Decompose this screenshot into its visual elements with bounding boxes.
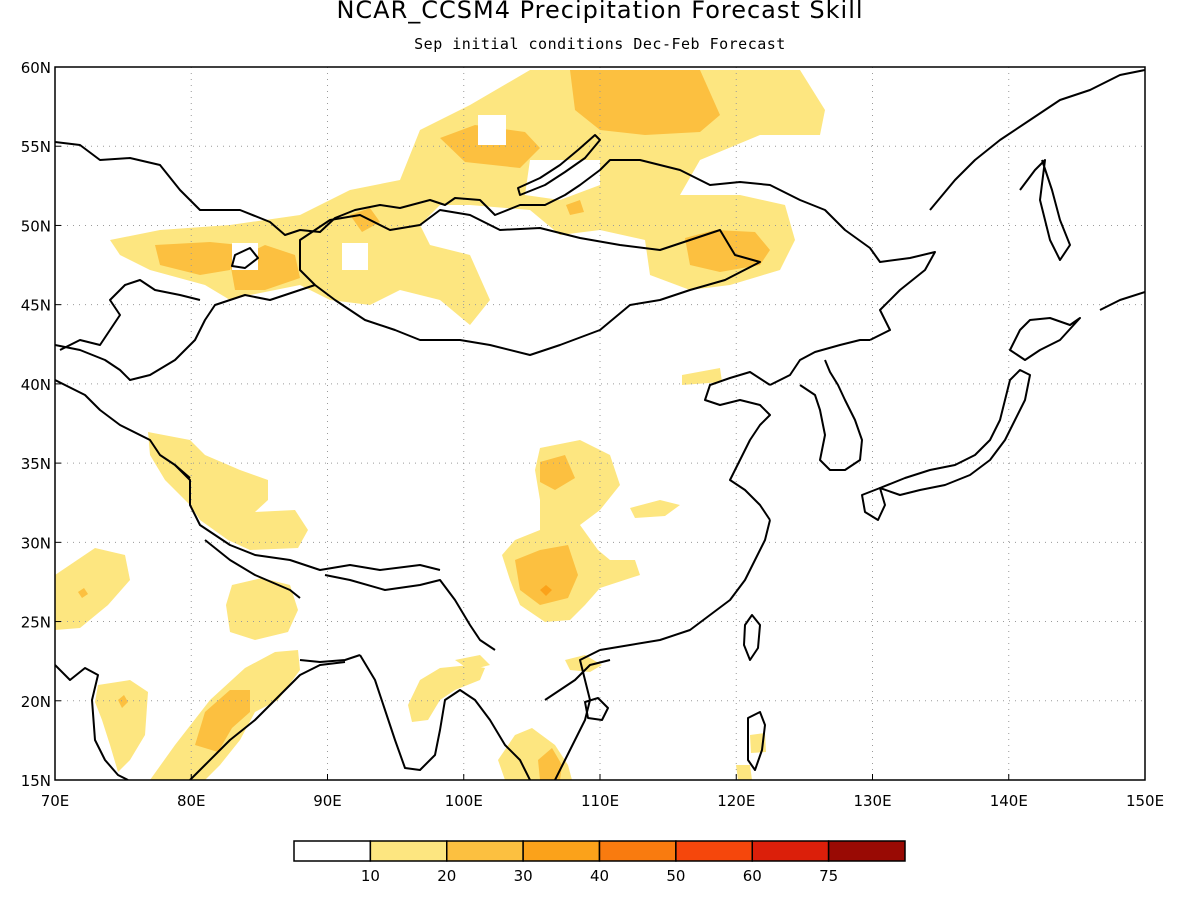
colorbar-swatch bbox=[369, 840, 448, 862]
longitude-labels: 70E 80E 90E 100E 110E 120E 130E 140E 150E bbox=[41, 774, 1164, 810]
coastline-korea bbox=[799, 359, 863, 471]
skill-region-central-china-mid bbox=[540, 455, 575, 490]
lat-tick-label: 20N bbox=[21, 693, 51, 711]
skill-region-north-china bbox=[682, 368, 722, 385]
coastline-kamchatka-stub bbox=[1099, 291, 1145, 311]
lat-tick-label: 35N bbox=[21, 455, 51, 473]
coastline-china-east bbox=[704, 371, 771, 521]
skill-region-indochina-mid bbox=[538, 748, 562, 780]
map-subtitle: Sep initial conditions Dec-Feb Forecast bbox=[414, 35, 786, 53]
skill-region-siberia-mid bbox=[570, 70, 720, 135]
lake-balkhash bbox=[231, 247, 259, 269]
lat-tick-label: 50N bbox=[21, 217, 51, 235]
coastline-japan-hokkaido bbox=[1009, 317, 1081, 361]
colorbar-swatch bbox=[522, 840, 601, 862]
skill-region-west-india-high bbox=[78, 588, 88, 598]
latitude-labels: 15N 20N 25N 30N 35N 40N 45N 50N 55N 60N bbox=[21, 59, 61, 790]
colorbar-label: 20 bbox=[437, 867, 456, 885]
skill-region-east-india-mid bbox=[195, 690, 250, 752]
coastline-okhotsk bbox=[929, 69, 1145, 211]
lon-tick-label: 150E bbox=[1126, 792, 1164, 810]
no-data-cell bbox=[478, 115, 506, 145]
skill-region-myanmar bbox=[408, 665, 485, 722]
border-himalaya bbox=[174, 464, 441, 571]
colorbar-label: 75 bbox=[819, 867, 838, 885]
no-data-cell bbox=[525, 160, 600, 200]
coastline-taiwan bbox=[743, 614, 761, 661]
colorbar-swatch bbox=[446, 840, 524, 862]
colorbar-swatch bbox=[598, 840, 677, 862]
coastline-caspian bbox=[59, 279, 201, 351]
colorbar-label: 50 bbox=[666, 867, 685, 885]
coastline-indochina bbox=[544, 659, 611, 701]
map-title: NCAR_CCSM4 Precipitation Forecast Skill bbox=[336, 0, 864, 24]
skill-region-siberia-mid bbox=[350, 208, 380, 232]
coastline-siberia bbox=[55, 141, 936, 341]
skill-region-siberia-mid bbox=[440, 125, 540, 168]
colorbar-label: 10 bbox=[361, 867, 380, 885]
coastline-sakhalin bbox=[1019, 159, 1071, 261]
lon-tick-label: 130E bbox=[853, 792, 891, 810]
skill-region-central-china-mid bbox=[515, 545, 578, 605]
skill-region-siberia-mid bbox=[155, 242, 240, 275]
border-tibet-south bbox=[324, 574, 496, 651]
coastline-luzon bbox=[747, 711, 766, 771]
coastline-india bbox=[55, 664, 129, 780]
lat-tick-label: 25N bbox=[21, 614, 51, 632]
lake-baikal bbox=[517, 134, 601, 196]
skill-region-central-china-high bbox=[540, 585, 552, 596]
lon-tick-label: 80E bbox=[177, 792, 206, 810]
lat-tick-label: 45N bbox=[21, 297, 51, 315]
skill-region-central-china bbox=[502, 440, 640, 622]
skill-region-central-india-high bbox=[118, 695, 128, 708]
skill-region-siberia bbox=[110, 70, 825, 325]
coastline-japan-honshu bbox=[879, 369, 1031, 496]
lon-tick-label: 140E bbox=[990, 792, 1028, 810]
coastline-japan-kyushu bbox=[861, 487, 886, 521]
colorbar-swatch bbox=[751, 840, 830, 862]
skill-region-west-india bbox=[55, 548, 130, 630]
lat-tick-label: 40N bbox=[21, 376, 51, 394]
coastline-china-south bbox=[599, 519, 771, 651]
lon-tick-label: 90E bbox=[313, 792, 342, 810]
coastline-bohai bbox=[769, 339, 870, 386]
colorbar: 10 20 30 40 50 60 75 bbox=[293, 840, 906, 885]
colorbar-swatch bbox=[827, 840, 906, 862]
coastline-hainan bbox=[584, 697, 609, 721]
skill-region-central-india bbox=[95, 680, 148, 772]
colorbar-swatch bbox=[675, 840, 753, 862]
coastlines-and-borders bbox=[55, 69, 1145, 780]
skill-region-south-china bbox=[565, 655, 602, 672]
border-central-asia bbox=[55, 379, 191, 479]
border-west-china bbox=[55, 284, 316, 381]
lat-tick-label: 60N bbox=[21, 59, 51, 77]
coastline-india-east bbox=[189, 661, 346, 780]
no-data-cell bbox=[342, 243, 368, 270]
lon-tick-label: 100E bbox=[445, 792, 483, 810]
colorbar-label: 40 bbox=[590, 867, 609, 885]
skill-region-myanmar bbox=[455, 655, 490, 670]
colorbar-label: 60 bbox=[743, 867, 762, 885]
colorbar-swatch bbox=[293, 840, 372, 862]
border-mongolia bbox=[299, 209, 761, 356]
colorbar-label: 30 bbox=[514, 867, 533, 885]
skill-region-philippines bbox=[736, 765, 752, 780]
skill-region-siberia-mid bbox=[566, 200, 584, 215]
lat-tick-label: 55N bbox=[21, 138, 51, 156]
lat-tick-label: 30N bbox=[21, 534, 51, 552]
skill-region-east-china bbox=[630, 500, 680, 518]
border-nepal bbox=[204, 539, 301, 599]
skill-shading bbox=[55, 70, 825, 780]
lon-tick-label: 110E bbox=[581, 792, 619, 810]
skill-region-siberia-mid bbox=[685, 230, 770, 272]
lon-tick-label: 120E bbox=[717, 792, 755, 810]
no-data-cell bbox=[232, 243, 258, 270]
lat-tick-label: 15N bbox=[21, 772, 51, 790]
lon-tick-label: 70E bbox=[41, 792, 70, 810]
coastline-myanmar bbox=[359, 654, 531, 780]
skill-region-nepal bbox=[226, 578, 298, 640]
skill-region-west-tibet bbox=[148, 432, 308, 550]
coastline-bangladesh bbox=[299, 654, 361, 663]
